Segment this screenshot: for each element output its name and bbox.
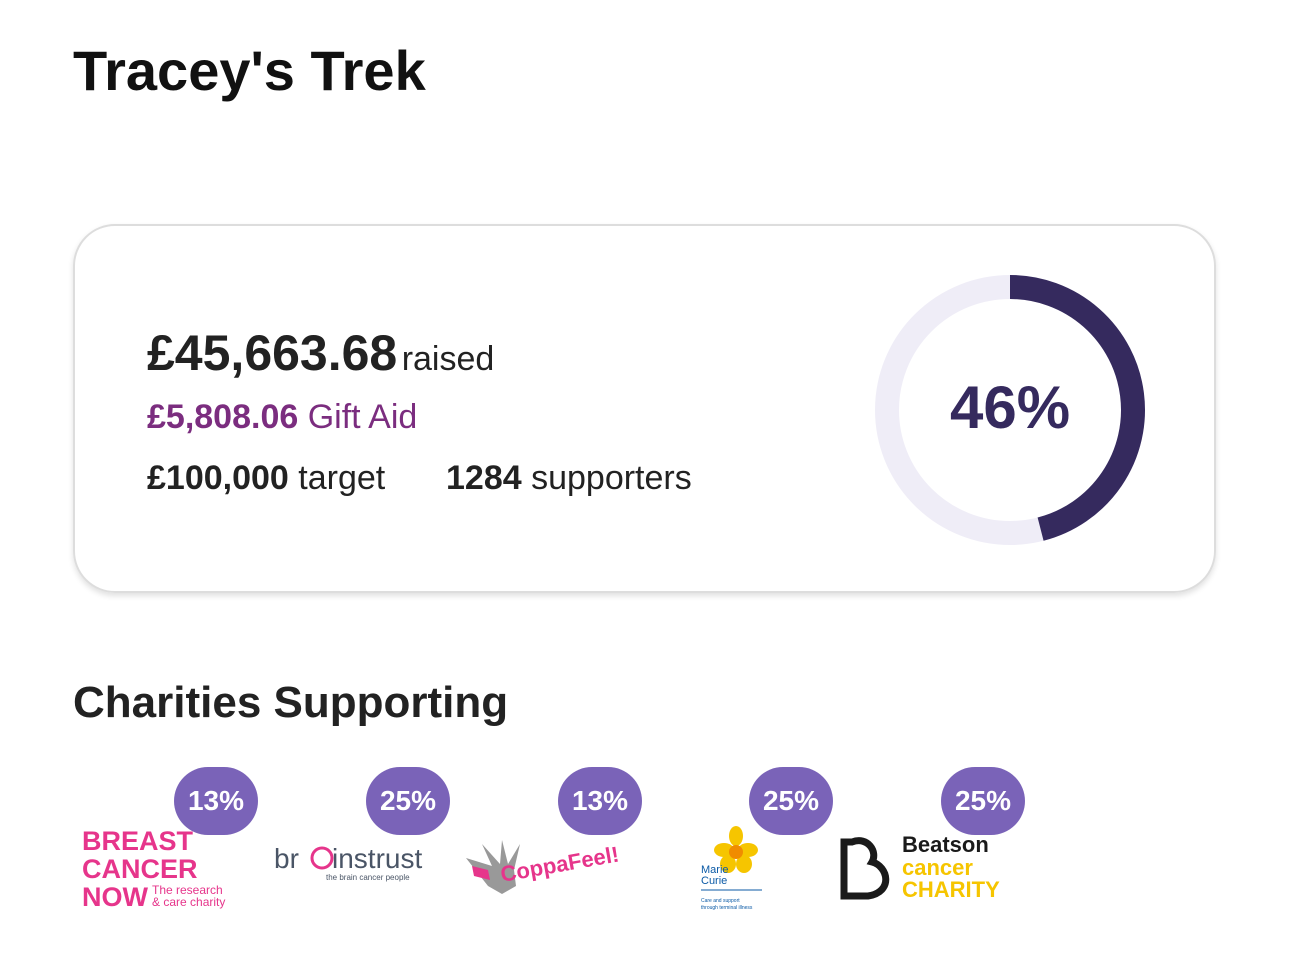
fundraising-card: £45,663.68 raised £5,808.06 Gift Aid £10… <box>73 224 1216 593</box>
charities-title: Charities Supporting <box>73 678 509 727</box>
logo-flower <box>714 826 758 873</box>
logo-mark <box>310 846 334 870</box>
target-label: target <box>298 459 386 497</box>
logo-text: The research <box>152 883 223 897</box>
target-amount: £100,000 <box>147 459 289 497</box>
raised-amount: £45,663.68 <box>147 325 398 381</box>
logo-text: BREAST <box>82 826 194 856</box>
logo-text: CoppaFeel! <box>499 842 621 887</box>
gift-aid-amount: £5,808.06 <box>147 398 299 436</box>
logo-text: Marie <box>701 864 729 876</box>
logo-text: br <box>274 843 299 874</box>
target-line: £100,000 target <box>147 459 385 498</box>
progress-arc <box>1009 275 1145 541</box>
charity-share: 13% <box>174 767 258 835</box>
progress-label: 46% <box>950 374 1070 441</box>
charity-share: 25% <box>749 767 833 835</box>
logo-mark <box>472 866 490 880</box>
progress-ring: 46% <box>875 275 1145 545</box>
supporters-line: 1284 supporters <box>446 459 692 498</box>
logo-text: Beatson <box>902 832 989 857</box>
supporters-count: 1284 <box>446 459 522 497</box>
logo-heart <box>840 837 890 900</box>
logo-text: CANCER <box>82 854 198 884</box>
logo-text: instrust <box>332 843 422 874</box>
logo-text: cancer <box>902 855 973 880</box>
charity-logo: CoppaFeel! <box>466 840 621 894</box>
charity-share: 25% <box>941 767 1025 835</box>
raised-label: raised <box>401 340 495 378</box>
page-title: Tracey's Trek <box>73 39 426 102</box>
logo-text-group: BREAST CANCER NOW <box>82 826 198 912</box>
charity-logo: Beatson cancer CHARITY <box>840 832 1000 902</box>
gift-aid-label: Gift Aid <box>307 398 418 436</box>
charity-logo: Marie Curie Care and support through ter… <box>701 826 762 911</box>
logo-hand <box>466 840 520 894</box>
logo-text: & care charity <box>152 895 225 909</box>
logo-text: Care and support <box>701 898 740 904</box>
charity-share: 13% <box>558 767 642 835</box>
raised-line: £45,663.68 raised <box>147 324 494 382</box>
charity-share: 25% <box>366 767 450 835</box>
logo-text: through terminal illness <box>701 905 753 911</box>
logo-text: Curie <box>701 875 727 887</box>
logo-text: NOW <box>82 882 149 912</box>
charity-logo: BREAST CANCER NOW The research & care ch… <box>82 826 225 912</box>
charity-logo: br instrust the brain cancer people <box>274 843 422 882</box>
logo-text: CHARITY <box>902 877 1000 902</box>
supporters-label: supporters <box>531 459 692 497</box>
gift-aid-line: £5,808.06 Gift Aid <box>147 398 417 437</box>
logo-text: the brain cancer people <box>326 873 410 882</box>
logo-mark <box>729 845 743 859</box>
